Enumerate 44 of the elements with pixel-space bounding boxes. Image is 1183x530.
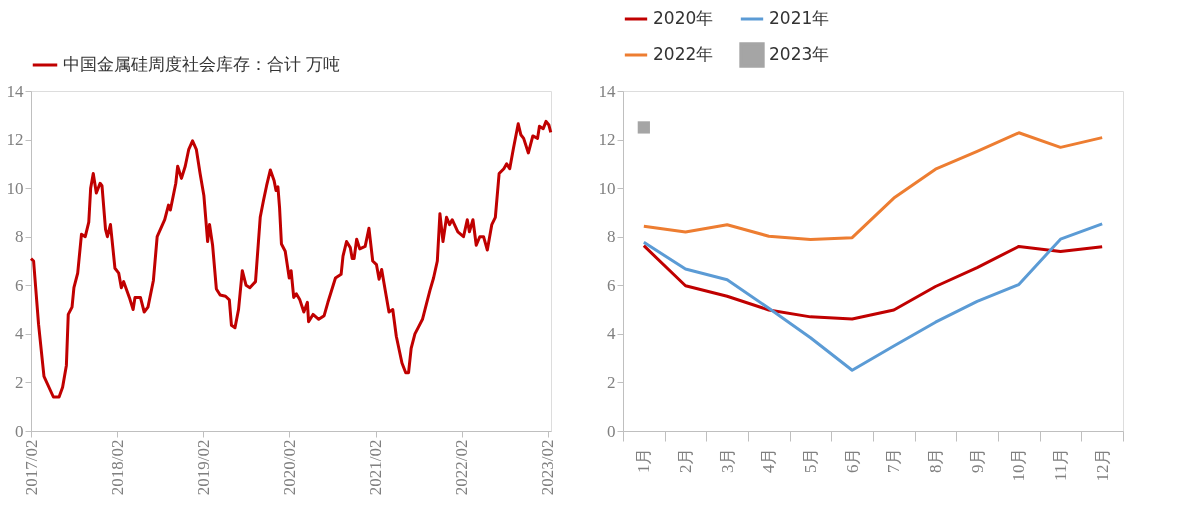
y-tick-label: 0 [15,421,24,441]
legend-label: 2021年 [769,8,830,28]
legend-label: 2020年 [653,8,714,28]
x-tick-label: 1月 [634,447,654,473]
y-tick-label: 2 [607,372,616,392]
y-tick-label: 0 [607,421,616,441]
x-tick-label: 2018/02 [107,439,127,496]
x-tick-label: 2021/02 [366,439,386,496]
x-tick-label: 2019/02 [193,439,213,496]
y-tick-label: 14 [6,81,24,101]
y-tick-label: 8 [15,227,24,247]
x-tick-label: 7月 [884,447,904,473]
line-series [642,222,1104,372]
line-series [642,131,1104,241]
x-tick-label: 11月 [1051,447,1070,481]
x-tick-label: 2020/02 [279,439,299,496]
x-tick-label: 10月 [1009,447,1029,482]
y-tick-label: 2 [15,372,24,392]
y-tick-label: 10 [6,178,24,198]
y-tick-label: 14 [598,81,616,101]
line-series [29,119,553,399]
legend-label: 2022年 [653,44,714,64]
x-tick-label: 2017/02 [21,439,41,496]
x-tick-label: 8月 [926,447,945,473]
legend-label: 2023年 [769,44,830,64]
x-tick-label: 2023/02 [538,439,558,496]
x-tick-label: 4月 [759,447,779,473]
y-tick-label: 6 [15,275,24,295]
y-tick-label: 12 [598,130,616,150]
y-tick-label: 10 [598,178,616,198]
x-tick-label: 12月 [1092,447,1112,482]
y-tick-label: 4 [15,324,24,344]
x-tick-label: 9月 [967,447,987,473]
y-tick-label: 4 [607,324,616,344]
y-tick-label: 6 [607,275,616,295]
x-tick-label: 2月 [676,447,695,473]
y-tick-label: 12 [6,130,24,150]
x-tick-label: 2022/02 [452,439,472,496]
x-tick-label: 6月 [842,447,862,473]
y-tick-label: 8 [607,227,616,247]
line-series [642,244,1104,321]
x-tick-label: 3月 [717,447,737,473]
x-tick-label: 5月 [801,447,820,473]
legend-label: 中国金属硅周度社会库存：合计 万吨 [63,54,341,74]
